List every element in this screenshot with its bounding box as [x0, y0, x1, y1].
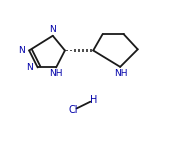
Text: NH: NH — [114, 69, 128, 78]
Text: Cl: Cl — [69, 105, 78, 115]
Text: N: N — [18, 46, 25, 55]
Text: H: H — [90, 95, 97, 105]
Text: N: N — [49, 25, 56, 34]
Text: NH: NH — [49, 70, 62, 78]
Text: N: N — [27, 63, 33, 72]
